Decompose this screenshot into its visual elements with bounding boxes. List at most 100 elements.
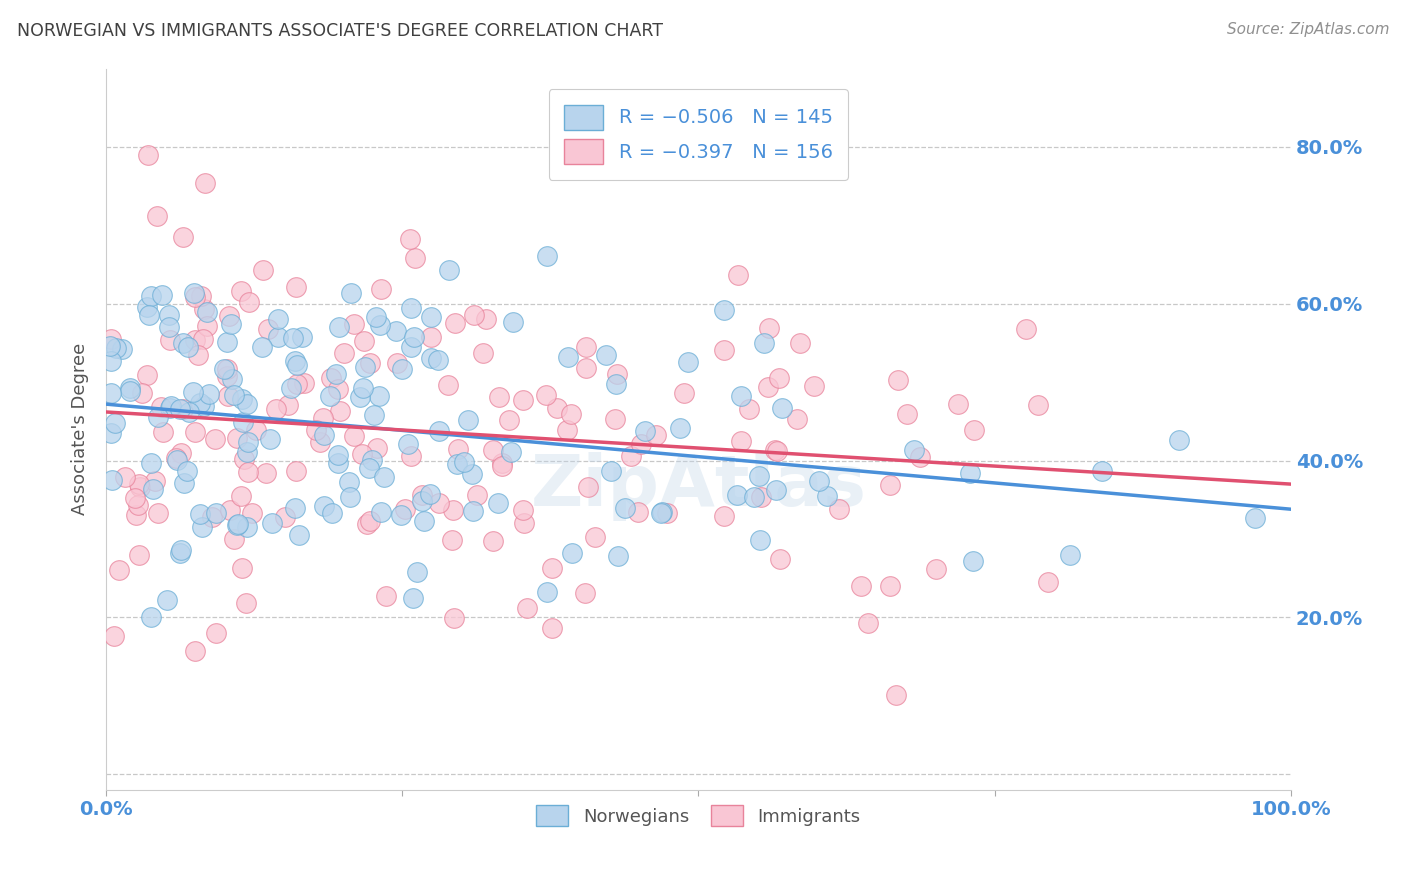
Point	[231, 284, 253, 298]
Point	[419, 329, 441, 343]
Point	[437, 263, 460, 277]
Point	[215, 369, 238, 384]
Point	[534, 388, 557, 402]
Point	[461, 467, 484, 482]
Point	[962, 554, 984, 568]
Point	[235, 596, 257, 610]
Point	[221, 372, 243, 386]
Point	[284, 354, 307, 368]
Point	[856, 615, 879, 630]
Point	[742, 490, 765, 504]
Point	[359, 356, 381, 370]
Point	[370, 282, 392, 296]
Point	[607, 549, 630, 564]
Point	[250, 340, 273, 354]
Point	[411, 493, 433, 508]
Point	[150, 288, 173, 302]
Point	[655, 506, 678, 520]
Point	[173, 475, 195, 490]
Point	[461, 504, 484, 518]
Point	[104, 417, 127, 431]
Point	[359, 515, 381, 529]
Point	[498, 413, 520, 427]
Point	[650, 506, 672, 520]
Point	[172, 401, 194, 416]
Point	[627, 505, 650, 519]
Point	[499, 445, 522, 459]
Point	[285, 377, 308, 392]
Point	[285, 358, 308, 372]
Point	[212, 361, 235, 376]
Point	[879, 579, 901, 593]
Point	[328, 448, 350, 462]
Point	[375, 589, 398, 603]
Point	[129, 480, 152, 494]
Point	[236, 434, 259, 449]
Text: ZipAtlas: ZipAtlas	[530, 452, 866, 522]
Point	[350, 447, 373, 461]
Point	[236, 465, 259, 479]
Point	[114, 469, 136, 483]
Point	[488, 390, 510, 404]
Point	[886, 373, 908, 387]
Point	[713, 343, 735, 357]
Point	[512, 392, 534, 407]
Point	[749, 533, 772, 548]
Point	[366, 310, 388, 325]
Point	[283, 500, 305, 515]
Point	[325, 367, 347, 381]
Point	[768, 371, 790, 385]
Point	[620, 449, 643, 463]
Point	[195, 305, 218, 319]
Point	[108, 563, 131, 577]
Point	[807, 475, 830, 489]
Point	[292, 376, 315, 391]
Point	[541, 561, 564, 575]
Point	[105, 342, 128, 356]
Point	[120, 384, 142, 399]
Point	[120, 380, 142, 394]
Point	[273, 509, 295, 524]
Point	[236, 444, 259, 458]
Point	[676, 354, 699, 368]
Point	[191, 519, 214, 533]
Point	[157, 308, 180, 322]
Point	[204, 506, 226, 520]
Point	[288, 528, 311, 542]
Point	[267, 312, 290, 326]
Point	[326, 382, 349, 396]
Point	[751, 490, 773, 504]
Point	[176, 464, 198, 478]
Point	[142, 483, 165, 497]
Point	[605, 412, 627, 426]
Point	[465, 488, 488, 502]
Point	[319, 389, 342, 403]
Point	[149, 400, 172, 414]
Point	[404, 251, 426, 265]
Point	[360, 452, 382, 467]
Point	[713, 303, 735, 318]
Point	[599, 464, 621, 478]
Point	[763, 443, 786, 458]
Point	[195, 319, 218, 334]
Point	[181, 385, 204, 400]
Point	[184, 644, 207, 658]
Point	[204, 432, 226, 446]
Point	[100, 386, 122, 401]
Point	[111, 342, 134, 356]
Point	[340, 285, 363, 300]
Point	[157, 319, 180, 334]
Point	[405, 565, 427, 579]
Point	[135, 368, 157, 382]
Point	[231, 560, 253, 574]
Point	[219, 317, 242, 331]
Point	[257, 322, 280, 336]
Point	[427, 496, 450, 510]
Point	[337, 475, 360, 489]
Point	[198, 387, 221, 401]
Point	[765, 483, 787, 497]
Point	[215, 335, 238, 350]
Point	[443, 611, 465, 625]
Point	[373, 470, 395, 484]
Point	[651, 505, 673, 519]
